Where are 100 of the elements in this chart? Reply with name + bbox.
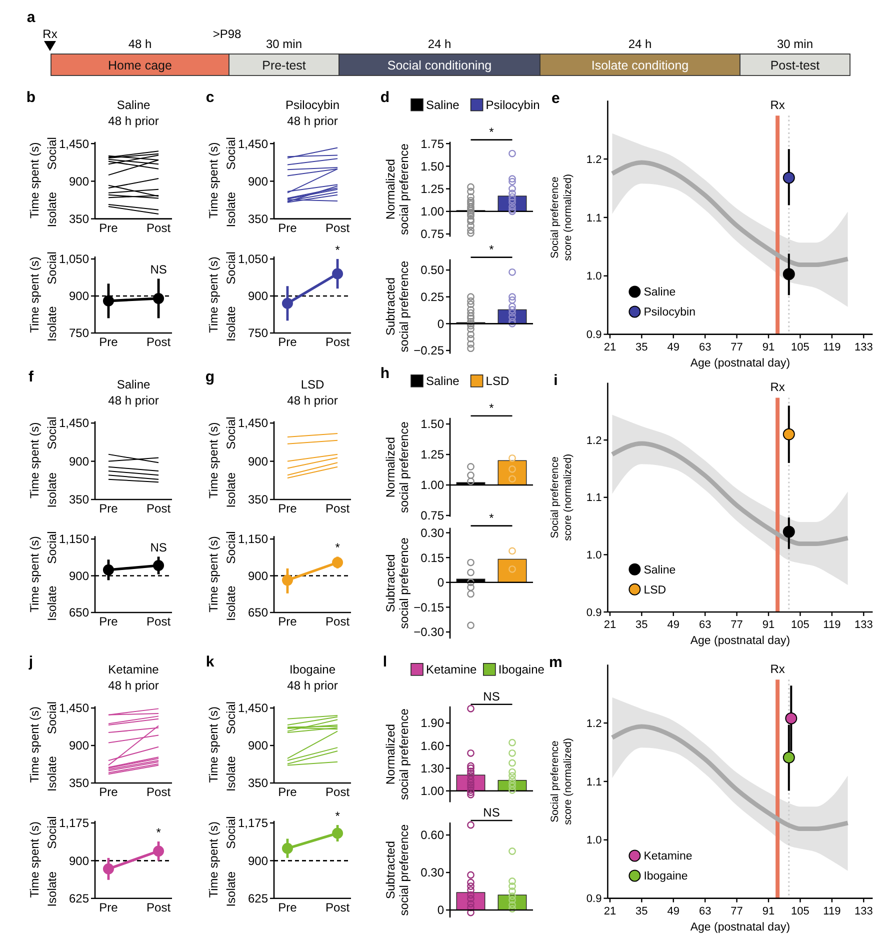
y-tick-label: 350 — [68, 212, 90, 226]
annotation: * — [335, 242, 340, 257]
y-tick-label: 1,450 — [58, 416, 90, 430]
x-tick-label: Post — [326, 785, 350, 799]
y-tick-label: 1.25 — [420, 182, 444, 196]
y-tick-label: 1.1 — [586, 776, 602, 788]
text: Isolate — [224, 472, 238, 508]
y-tick-label: 0.50 — [420, 263, 444, 278]
x-tick-label: Pre — [278, 785, 298, 799]
y-tick-label: 350 — [68, 492, 90, 507]
x-tick-label: 21 — [604, 341, 616, 354]
chart-subtitle: 48 h prior — [287, 393, 338, 408]
text: Social — [45, 816, 60, 849]
x-tick-label: 35 — [636, 341, 648, 354]
y-axis-title: Time spent (s) — [28, 536, 42, 612]
text: Social — [45, 701, 60, 734]
y-tick-label: 0 — [437, 316, 444, 331]
y-tick-label: 900 — [248, 568, 268, 583]
legend-label: Saline — [426, 98, 460, 112]
x-axis-title: Age (postnatal day) — [690, 357, 790, 370]
legend-label: Saline — [644, 564, 676, 576]
text: Isolate — [45, 306, 60, 342]
text: * — [489, 242, 494, 256]
y-tick-label: 1.0 — [586, 550, 602, 562]
y-axis-title: Subtracted social preference — [383, 260, 411, 352]
legend-label: Psilocybin — [486, 98, 540, 112]
x-tick-label: Post — [326, 335, 350, 349]
x-tick-label: 133 — [854, 905, 873, 918]
text: Rx — [42, 27, 58, 41]
y-tick-label: 1.0 — [586, 270, 602, 283]
y-tick-label: 0 — [437, 903, 444, 918]
text: k — [206, 653, 215, 670]
x-tick-label: 63 — [698, 905, 712, 918]
y-tick-label: 1.25 — [420, 448, 444, 462]
x-tick-label: Post — [326, 502, 350, 516]
y-axis-title: Time spent (s) — [206, 256, 221, 333]
y-axis-title: Time spent (s) — [28, 256, 42, 333]
y-axis-title: Social preference score (normalized) — [548, 454, 574, 541]
chart-title: Saline — [116, 98, 151, 112]
x-tick-label: Pre — [278, 220, 298, 235]
y-tick-label: 0.9 — [586, 606, 602, 619]
x-tick-label: 119 — [823, 905, 841, 918]
text: Isolate — [45, 871, 60, 907]
x-tick-label: 35 — [636, 619, 648, 631]
chart-subtitle: 48 h prior — [287, 678, 338, 692]
annotation: NS — [150, 262, 167, 277]
chart-title: Psilocybin — [285, 98, 340, 112]
x-tick-label: 49 — [667, 619, 680, 631]
y-tick-label: 0.60 — [420, 828, 444, 842]
y-axis-title: Time spent (s) — [206, 706, 221, 783]
y-tick-label: 1.2 — [586, 154, 602, 166]
y-tick-label: 1.50 — [420, 417, 444, 432]
chart-title: LSD — [300, 377, 325, 392]
y-tick-label: 900 — [68, 174, 90, 188]
x-tick-label: Post — [326, 900, 350, 914]
x-tick-label: 105 — [791, 619, 810, 631]
y-tick-label: 0.9 — [586, 329, 602, 342]
text: Isolate — [224, 585, 238, 622]
y-axis-title: Time spent (s) — [28, 142, 42, 218]
text: Social — [224, 816, 238, 849]
y-axis-title: Normalized social preference — [383, 421, 411, 513]
y-axis-title: Social preference score (normalized) — [548, 738, 574, 825]
annotation: * — [335, 809, 340, 824]
y-tick-label: −0.15 — [414, 600, 444, 614]
text: Social — [224, 701, 238, 734]
y-tick-label: 1,050 — [58, 252, 90, 266]
y-tick-label: 1,150 — [238, 532, 268, 546]
y-tick-label: 0.75 — [420, 227, 444, 242]
y-tick-label: 0.25 — [420, 290, 444, 304]
x-tick-label: Pre — [278, 502, 298, 516]
y-tick-label: 1,050 — [238, 252, 268, 266]
text: Social — [45, 252, 60, 284]
y-tick-label: 900 — [248, 289, 268, 304]
y-tick-label: 0.30 — [420, 866, 444, 880]
x-tick-label: Pre — [99, 220, 118, 235]
y-tick-label: 1.1 — [586, 492, 602, 504]
y-tick-label: 1,175 — [58, 816, 90, 830]
y-tick-label: 350 — [248, 212, 268, 226]
y-tick-label: −0.30 — [414, 625, 444, 640]
x-axis-title: Age (postnatal day) — [690, 921, 790, 934]
y-tick-label: 1.75 — [420, 136, 444, 151]
text: 24 h — [628, 37, 652, 51]
text: f — [28, 368, 34, 386]
y-tick-label: 900 — [248, 738, 268, 753]
text: Social — [224, 137, 238, 170]
text: 48 h — [128, 37, 152, 51]
text: Isolate — [224, 756, 238, 792]
x-tick-label: 91 — [762, 905, 775, 918]
x-tick-label: 63 — [698, 341, 712, 354]
x-tick-label: Pre — [99, 614, 118, 628]
x-tick-label: Pre — [278, 335, 298, 349]
x-tick-label: 77 — [730, 619, 743, 631]
category-label: Pre-test — [262, 58, 306, 72]
text: Social — [224, 416, 238, 450]
y-tick-label: 625 — [68, 892, 90, 906]
y-tick-label: 1.60 — [420, 738, 444, 753]
legend-label: Saline — [426, 374, 460, 388]
y-tick-label: 900 — [248, 454, 268, 468]
text: 30 min — [266, 37, 302, 51]
y-tick-label: 650 — [248, 606, 268, 620]
